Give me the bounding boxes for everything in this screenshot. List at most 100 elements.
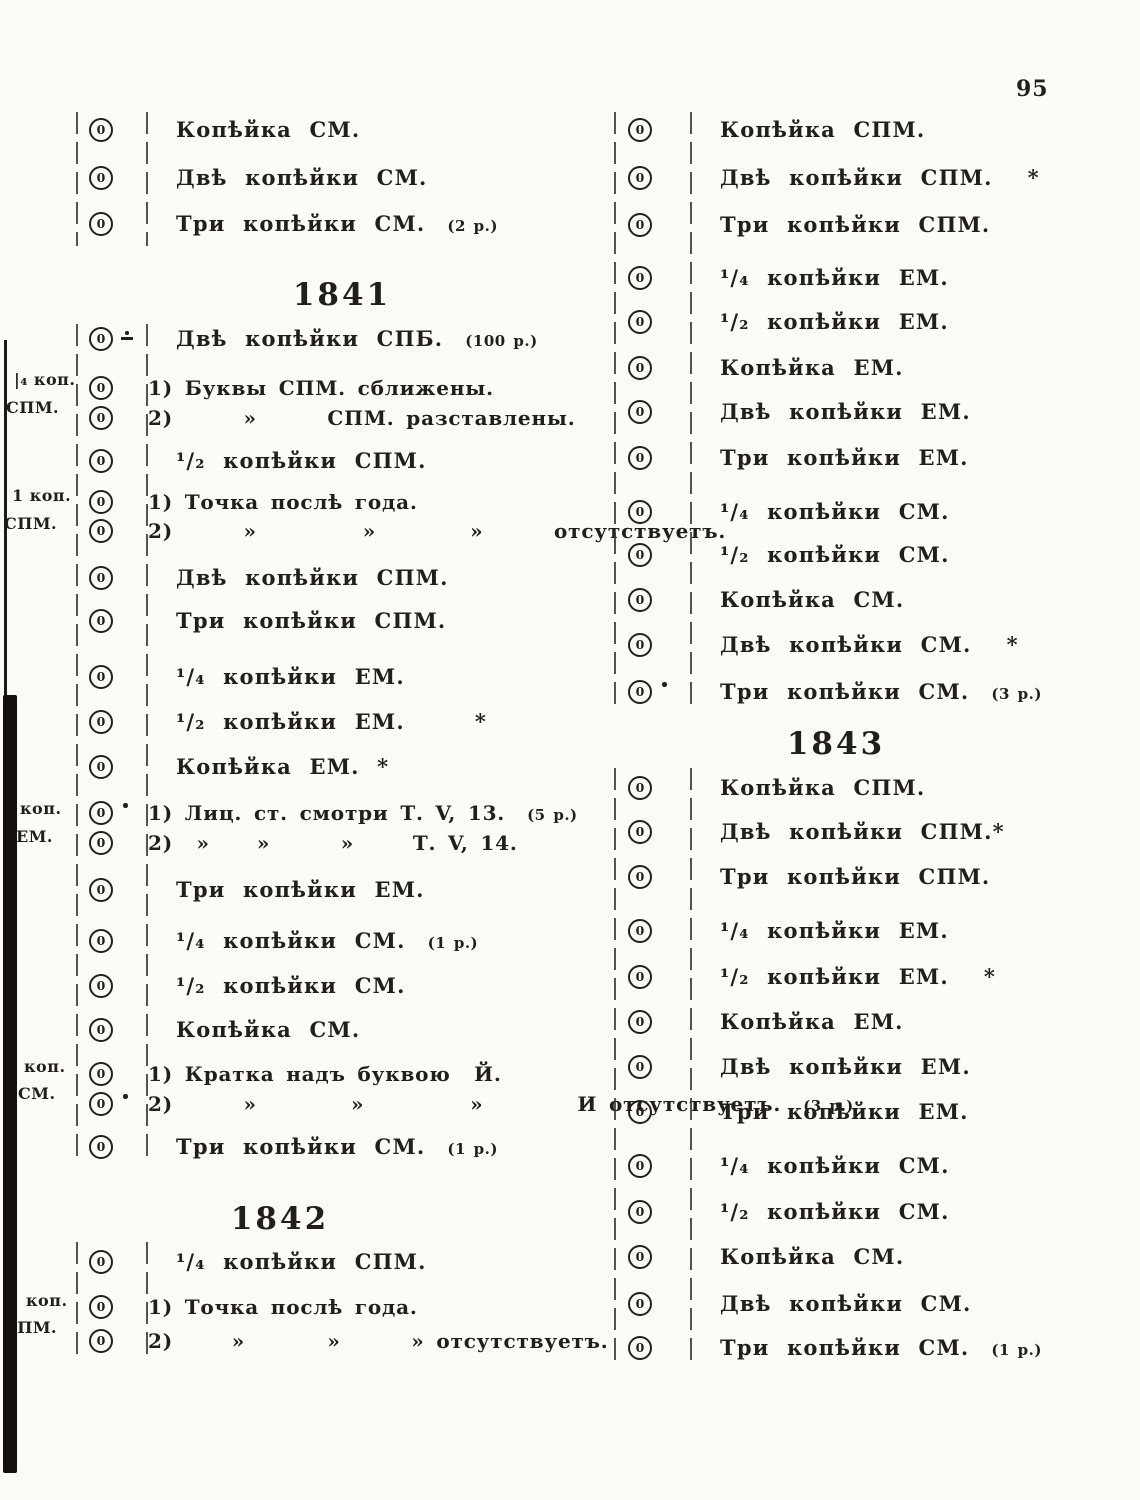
coin-circle-icon: 0 (89, 1329, 113, 1353)
margin-note: СПМ. (6, 398, 60, 417)
coin-circle-icon: 0 (628, 865, 652, 889)
entry-label: ¹/₄ копѣйки СМ. (720, 1153, 950, 1178)
entry-label: Копѣйка СМ. (720, 587, 905, 612)
coin-circle-glyph: 0 (635, 922, 645, 938)
coin-circle-icon: 0 (628, 1055, 652, 1079)
catalog-entry-text: ¹/₂ копѣйки ЕМ. * (720, 962, 996, 992)
price-note: (1 р.) (991, 1341, 1042, 1359)
margin-note: коп. (24, 1057, 66, 1076)
coin-circle-glyph: 0 (96, 379, 106, 395)
coin-circle-icon: 0 (89, 878, 113, 902)
catalog-entry-text: ¹/₂ копѣйки СПМ. (176, 446, 427, 476)
column-rule (690, 112, 692, 712)
catalog-entry-text: Двѣ копѣйки СМ. * (720, 630, 1019, 660)
coin-circle-icon: 0 (89, 212, 113, 236)
entry-label: Двѣ копѣйки СПМ.* (720, 819, 1005, 844)
entry-label: ¹/₄ копѣйки СПМ. (176, 1249, 427, 1274)
catalog-entry-text: ¹/₂ копѣйки СМ. (176, 971, 406, 1001)
entry-label: Три копѣйки СМ. (176, 1134, 426, 1159)
catalog-entry-text: ¹/₄ копѣйки ЕМ. (720, 916, 949, 946)
catalog-entry-text: ¹/₄ копѣйки СМ. (720, 1151, 950, 1181)
entry-label: ¹/₂ копѣйки ЕМ. (720, 309, 949, 334)
coin-circle-glyph: 0 (635, 1203, 645, 1219)
coin-circle-glyph: 0 (96, 668, 106, 684)
coin-circle-icon: 0 (628, 400, 652, 424)
coin-circle-glyph: 0 (635, 449, 645, 465)
entry-label: Три копѣйки СПМ. (720, 212, 991, 237)
coin-circle-icon: 0 (89, 449, 113, 473)
catalog-entry-text: ¹/₄ копѣйки СМ. (1 р.) (176, 926, 478, 956)
coin-circle-glyph: 0 (96, 1021, 106, 1037)
coin-circle-glyph: 0 (96, 713, 106, 729)
variant-entry-text: 2) » СПМ. разставлены. (148, 403, 576, 433)
coin-circle-glyph: 0 (635, 779, 645, 795)
coin-circle-icon: 0 (628, 356, 652, 380)
coin-circle-glyph: 0 (96, 121, 106, 137)
margin-note: СПМ. (4, 514, 58, 533)
coin-circle-icon: 0 (89, 118, 113, 142)
coin-circle-glyph: 0 (635, 1058, 645, 1074)
coin-circle-icon: 0 (89, 665, 113, 689)
catalog-entry-text: ¹/₂ копѣйки СМ. (720, 540, 950, 570)
column-rule (146, 324, 148, 1162)
coin-circle-icon: 0 (628, 1200, 652, 1224)
coin-circle-icon: 0 (628, 446, 652, 470)
coin-circle-icon: 0 (628, 1154, 652, 1178)
coin-circle-icon: 0 (628, 310, 652, 334)
coin-circle-icon: 0 (628, 500, 652, 524)
coin-circle-glyph: 0 (635, 546, 645, 562)
variant-entry-text: 1) Точка послѣ года. (148, 1292, 418, 1322)
coin-circle-glyph: 0 (635, 403, 645, 419)
catalog-entry-text: Три копѣйки СПМ. (176, 606, 446, 636)
coin-circle-icon: 0 (89, 1092, 113, 1116)
catalog-entry-text: ¹/₂ копѣйки ЕМ. * (176, 707, 487, 737)
coin-circle-icon: 0 (628, 965, 652, 989)
price-note: (2 р.) (447, 217, 498, 235)
coin-circle-icon: 0 (89, 801, 113, 825)
entry-label: ¹/₂ копѣйки ЕМ. * (176, 709, 488, 734)
catalog-entry-text: Три копѣйки ЕМ. (176, 875, 425, 905)
price-note: (1 р.) (447, 1140, 498, 1158)
coin-circle-glyph: 0 (635, 1157, 645, 1173)
coin-circle-glyph: 0 (635, 313, 645, 329)
coin-circle-icon: 0 (628, 213, 652, 237)
column-rule (146, 112, 148, 246)
coin-circle-glyph: 0 (635, 591, 645, 607)
coin-circle-icon: 0 (628, 680, 652, 704)
catalog-entry-text: Копѣйка СПМ. (720, 115, 925, 145)
price-note: (3 р.) (803, 1097, 854, 1115)
catalog-entry-text: Копѣйка ЕМ. (720, 353, 904, 383)
coin-circle-glyph: 0 (635, 503, 645, 519)
entry-label: 2) » СПМ. разставлены. (148, 406, 576, 430)
variant-entry-text: 2) » » » Т. V, 14. (148, 828, 518, 858)
catalog-entry-text: Копѣйка СПМ. (720, 773, 925, 803)
circle-dot-mark (123, 1094, 128, 1099)
catalog-entry-text: Три копѣйки СМ. (1 р.) (176, 1132, 498, 1162)
catalog-entry-text: Двѣ копѣйки СПМ. * (720, 163, 1040, 193)
entry-label: 1) Точка послѣ года. (148, 1295, 418, 1319)
circle-dotminus-mark (121, 331, 133, 340)
column-rule (690, 768, 692, 1365)
coin-circle-icon: 0 (628, 266, 652, 290)
catalog-entry-text: ¹/₄ копѣйки ЕМ. (176, 662, 405, 692)
coin-circle-glyph: 0 (635, 823, 645, 839)
catalog-entry-text: ¹/₂ копѣйки СМ. (720, 1197, 950, 1227)
coin-circle-glyph: 0 (96, 169, 106, 185)
coin-circle-glyph: 0 (96, 834, 106, 850)
coin-circle-glyph: 0 (96, 569, 106, 585)
variant-entry-text: 2) » » » отсутствуетъ. (148, 1326, 609, 1356)
column-rule (76, 112, 78, 246)
coin-circle-icon: 0 (89, 166, 113, 190)
entry-label: ¹/₂ копѣйки СПМ. (176, 448, 427, 473)
entry-label: 1) Лиц. ст. смотри Т. V, 13. (148, 801, 506, 825)
coin-circle-icon: 0 (628, 1100, 652, 1124)
catalog-entry-text: Три копѣйки СМ. (1 р.) (720, 1333, 1042, 1363)
entry-label: Двѣ копѣйки СПМ. (176, 565, 449, 590)
coin-circle-glyph: 0 (96, 1298, 106, 1314)
coin-circle-icon: 0 (628, 919, 652, 943)
margin-note: 1 коп. (12, 486, 72, 505)
catalog-entry-text: Три копѣйки СПМ. (720, 862, 990, 892)
coin-circle-glyph: 0 (96, 1332, 106, 1348)
catalog-entry-text: ¹/₄ копѣйки СМ. (720, 497, 950, 527)
coin-circle-icon: 0 (628, 1336, 652, 1360)
